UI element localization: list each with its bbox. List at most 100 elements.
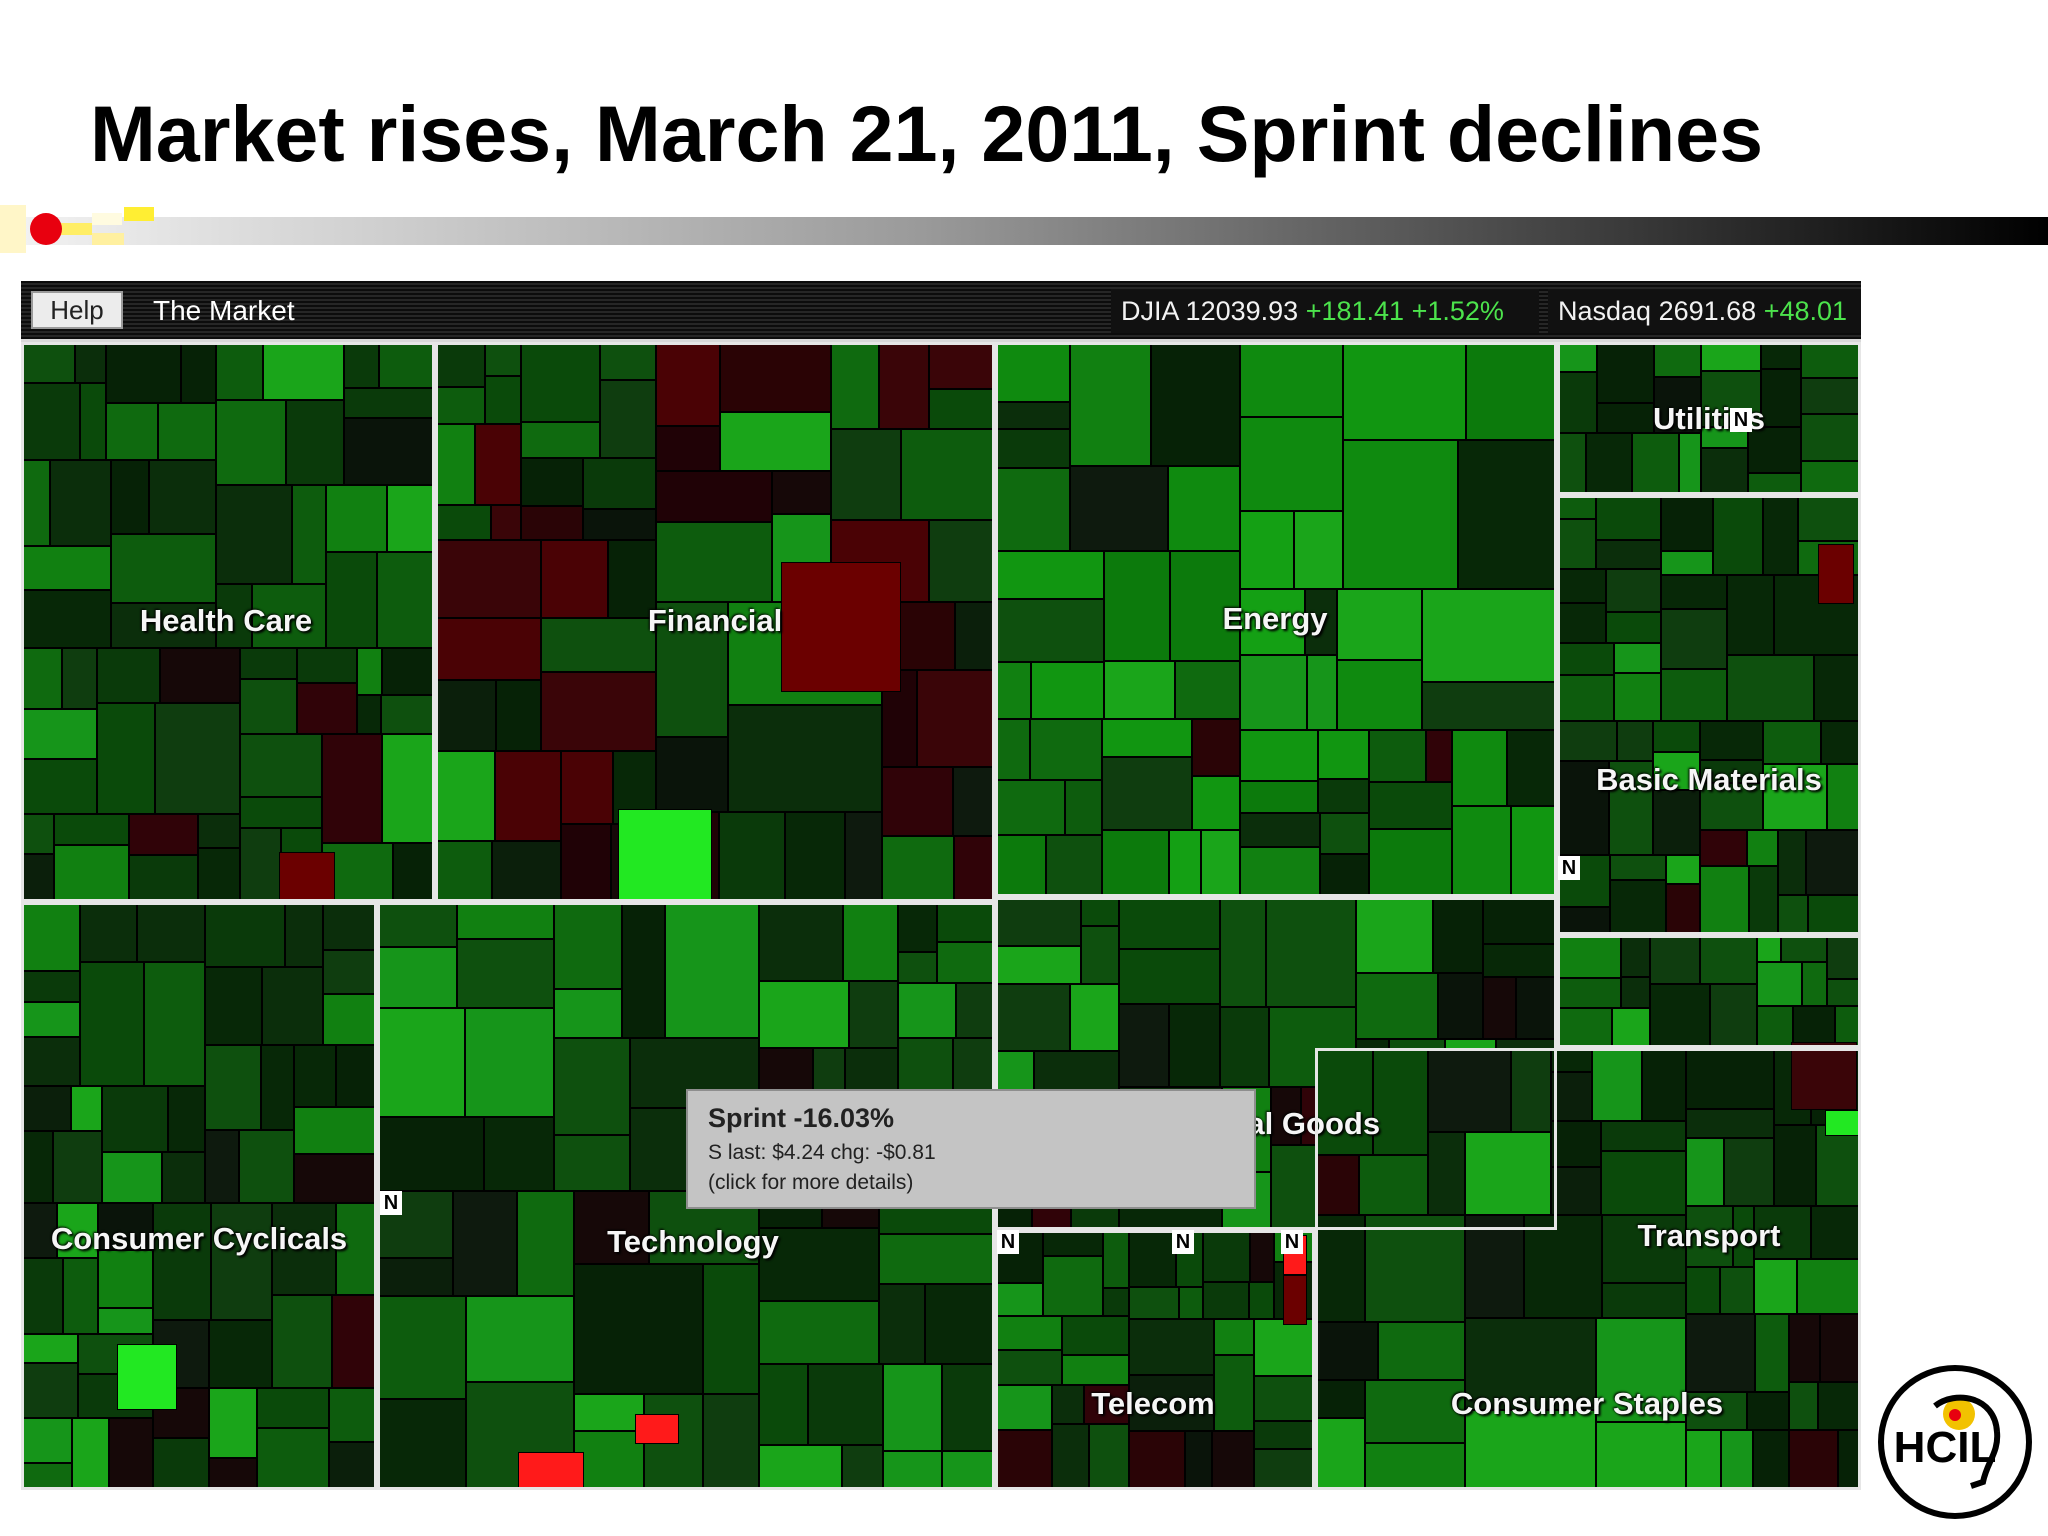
stock-cell[interactable] [956,983,995,1038]
stock-cell[interactable] [21,1463,72,1490]
stock-cell[interactable] [144,962,205,1086]
stock-cell[interactable] [995,780,1065,835]
stock-cell[interactable] [1602,1283,1686,1318]
stock-cell[interactable] [1614,643,1661,673]
stock-cell[interactable] [608,540,656,618]
stock-cell[interactable] [845,812,882,902]
stock-cell[interactable] [1661,495,1713,551]
stock-cell[interactable] [1192,719,1240,776]
stock-cell[interactable] [495,751,561,841]
stock-cell[interactable] [929,520,995,602]
stock-cell[interactable] [1653,721,1700,752]
stock-cell[interactable] [759,1364,808,1445]
stock-cell[interactable] [901,429,995,520]
stock-cell[interactable] [1597,403,1654,433]
stock-cell[interactable] [240,797,322,828]
stock-cell[interactable] [882,767,953,836]
stock-cell[interactable] [574,1264,703,1394]
stock-cell[interactable] [216,400,286,485]
stock-cell[interactable] [942,1364,995,1451]
stock-cell[interactable] [759,981,849,1048]
stock-cell[interactable] [71,1086,102,1131]
stock-cell[interactable] [781,562,901,692]
stock-cell[interactable] [1119,949,1220,1004]
stock-cell[interactable] [1610,855,1666,880]
stock-cell[interactable] [879,1284,925,1364]
stock-cell[interactable] [102,1086,168,1152]
stock-cell[interactable] [656,737,728,812]
stock-cell[interactable] [1666,855,1700,884]
stock-cell[interactable] [1185,1431,1212,1490]
stock-cell[interactable] [656,602,728,737]
help-button[interactable]: Help [31,291,123,329]
stock-cell[interactable] [465,1008,554,1117]
stock-cell[interactable] [583,458,656,509]
stock-cell[interactable] [475,424,521,505]
stock-cell[interactable] [1052,1385,1084,1424]
stock-cell[interactable] [1551,1072,1592,1121]
stock-cell[interactable] [198,848,240,902]
stock-cell[interactable] [153,1203,211,1320]
stock-cell[interactable] [1654,377,1701,433]
stock-cell[interactable] [435,618,541,680]
stock-cell[interactable] [1315,1155,1359,1215]
stock-cell[interactable] [1220,897,1266,1007]
stock-cell[interactable] [21,1131,53,1203]
stock-cell[interactable] [1283,1275,1307,1325]
stock-cell[interactable] [583,509,656,540]
stock-cell[interactable] [785,812,845,902]
stock-cell[interactable] [1433,897,1483,973]
stock-cell[interactable] [1356,973,1438,1039]
stock-cell[interactable] [1686,1314,1755,1392]
stock-cell[interactable] [1661,609,1727,669]
stock-cell[interactable] [1070,466,1168,551]
stock-cell[interactable] [62,648,97,709]
stock-cell[interactable] [1359,1155,1428,1215]
stock-cell[interactable] [153,1438,209,1490]
stock-cell[interactable] [21,759,97,814]
sector-energy[interactable] [995,342,1557,897]
stock-cell[interactable] [111,603,216,648]
stock-cell[interactable] [344,388,435,418]
stock-cell[interactable] [1102,830,1169,897]
stock-cell[interactable] [1452,730,1507,806]
stock-cell[interactable] [297,648,357,683]
stock-cell[interactable] [1254,1421,1315,1449]
stock-cell[interactable] [1031,662,1104,719]
stock-cell[interactable] [1686,1267,1720,1314]
stock-cell[interactable] [1203,1282,1249,1319]
stock-cell[interactable] [435,751,495,841]
stock-cell[interactable] [656,522,772,602]
stock-cell[interactable] [21,1418,72,1463]
stock-cell[interactable] [1557,675,1614,721]
stock-cell[interactable] [1749,866,1778,935]
stock-cell[interactable] [1700,760,1763,783]
stock-cell[interactable] [377,1399,466,1490]
stock-cell[interactable] [719,812,785,902]
stock-cell[interactable] [1070,984,1119,1051]
stock-cell[interactable] [1524,1215,1602,1318]
stock-cell[interactable] [1428,1048,1511,1132]
stock-cell[interactable] [1030,719,1102,780]
stock-cell[interactable] [285,902,323,967]
stock-cell[interactable] [1801,378,1861,414]
stock-cell[interactable] [635,1414,679,1444]
stock-cell[interactable] [1811,1206,1861,1259]
stock-cell[interactable] [665,902,759,1038]
stock-cell[interactable] [1701,448,1748,495]
stock-cell[interactable] [1318,730,1369,779]
stock-cell[interactable] [496,680,541,751]
stock-cell[interactable] [1557,907,1610,935]
stock-cell[interactable] [1315,1048,1373,1155]
stock-cell[interactable] [1557,721,1617,761]
stock-cell[interactable] [1084,1385,1129,1424]
stock-cell[interactable] [541,540,608,618]
stock-cell[interactable] [1168,466,1240,551]
stock-cell[interactable] [1606,569,1661,612]
stock-cell[interactable] [843,902,898,981]
stock-cell[interactable] [1821,721,1861,764]
stock-cell[interactable] [1609,761,1653,855]
stock-cell[interactable] [1465,1318,1596,1410]
stock-cell[interactable] [1789,1314,1820,1382]
stock-cell[interactable] [435,424,475,505]
